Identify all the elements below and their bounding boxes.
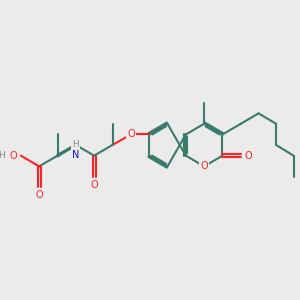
Text: O: O — [200, 161, 208, 171]
Text: O: O — [35, 190, 43, 200]
Text: H: H — [0, 151, 5, 160]
Polygon shape — [58, 145, 76, 158]
Text: O: O — [245, 151, 253, 160]
Text: O: O — [127, 130, 135, 140]
Text: O: O — [9, 151, 17, 160]
Text: N: N — [72, 150, 80, 160]
Text: O: O — [90, 180, 98, 190]
Text: H: H — [73, 140, 79, 149]
